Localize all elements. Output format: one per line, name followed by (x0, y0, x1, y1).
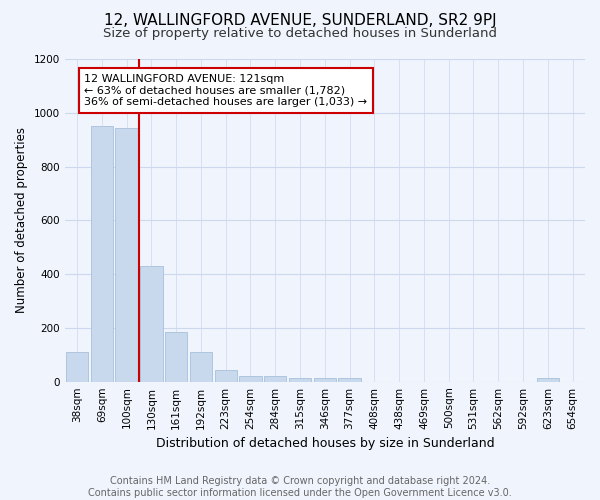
Text: Size of property relative to detached houses in Sunderland: Size of property relative to detached ho… (103, 28, 497, 40)
Text: Contains HM Land Registry data © Crown copyright and database right 2024.
Contai: Contains HM Land Registry data © Crown c… (88, 476, 512, 498)
Bar (536, 378, 559, 382)
Y-axis label: Number of detached properties: Number of detached properties (15, 128, 28, 314)
Text: 12 WALLINGFORD AVENUE: 121sqm
← 63% of detached houses are smaller (1,782)
36% o: 12 WALLINGFORD AVENUE: 121sqm ← 63% of d… (85, 74, 368, 107)
Bar (91, 126, 113, 382)
Bar (264, 376, 286, 382)
Bar (66, 352, 88, 382)
X-axis label: Distribution of detached houses by size in Sunderland: Distribution of detached houses by size … (155, 437, 494, 450)
Bar (215, 370, 237, 382)
Bar (289, 378, 311, 382)
Bar (140, 266, 163, 382)
Bar (115, 128, 138, 382)
Bar (338, 378, 361, 382)
Bar (190, 352, 212, 382)
Bar (165, 332, 187, 382)
Bar (239, 376, 262, 382)
Text: 12, WALLINGFORD AVENUE, SUNDERLAND, SR2 9PJ: 12, WALLINGFORD AVENUE, SUNDERLAND, SR2 … (104, 12, 496, 28)
Bar (314, 378, 336, 382)
